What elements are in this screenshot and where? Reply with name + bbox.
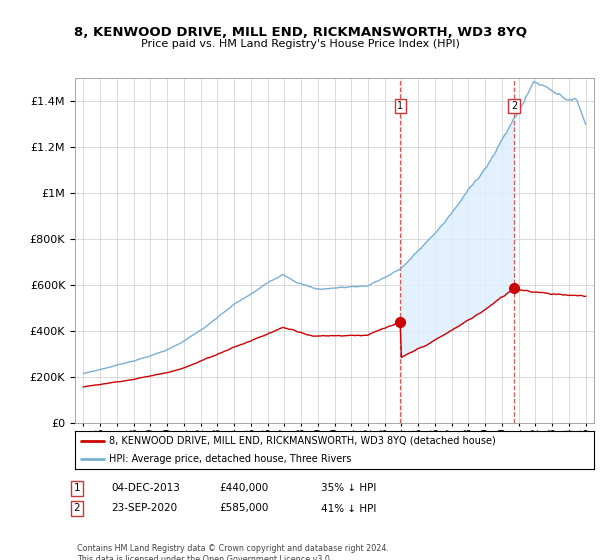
Text: 23-SEP-2020: 23-SEP-2020 — [111, 503, 177, 514]
Text: Contains HM Land Registry data © Crown copyright and database right 2024.
This d: Contains HM Land Registry data © Crown c… — [77, 544, 389, 560]
Text: 2: 2 — [511, 101, 517, 111]
Text: 35% ↓ HPI: 35% ↓ HPI — [321, 483, 376, 493]
Text: 2: 2 — [73, 503, 80, 514]
Text: £585,000: £585,000 — [219, 503, 268, 514]
Text: 04-DEC-2013: 04-DEC-2013 — [111, 483, 180, 493]
Text: £440,000: £440,000 — [219, 483, 268, 493]
Text: Price paid vs. HM Land Registry's House Price Index (HPI): Price paid vs. HM Land Registry's House … — [140, 39, 460, 49]
Text: 41% ↓ HPI: 41% ↓ HPI — [321, 503, 376, 514]
Text: 1: 1 — [73, 483, 80, 493]
Text: 1: 1 — [397, 101, 403, 111]
Text: 8, KENWOOD DRIVE, MILL END, RICKMANSWORTH, WD3 8YQ (detached house): 8, KENWOOD DRIVE, MILL END, RICKMANSWORT… — [109, 436, 496, 446]
Text: 8, KENWOOD DRIVE, MILL END, RICKMANSWORTH, WD3 8YQ: 8, KENWOOD DRIVE, MILL END, RICKMANSWORT… — [74, 26, 527, 39]
Text: HPI: Average price, detached house, Three Rivers: HPI: Average price, detached house, Thre… — [109, 454, 351, 464]
